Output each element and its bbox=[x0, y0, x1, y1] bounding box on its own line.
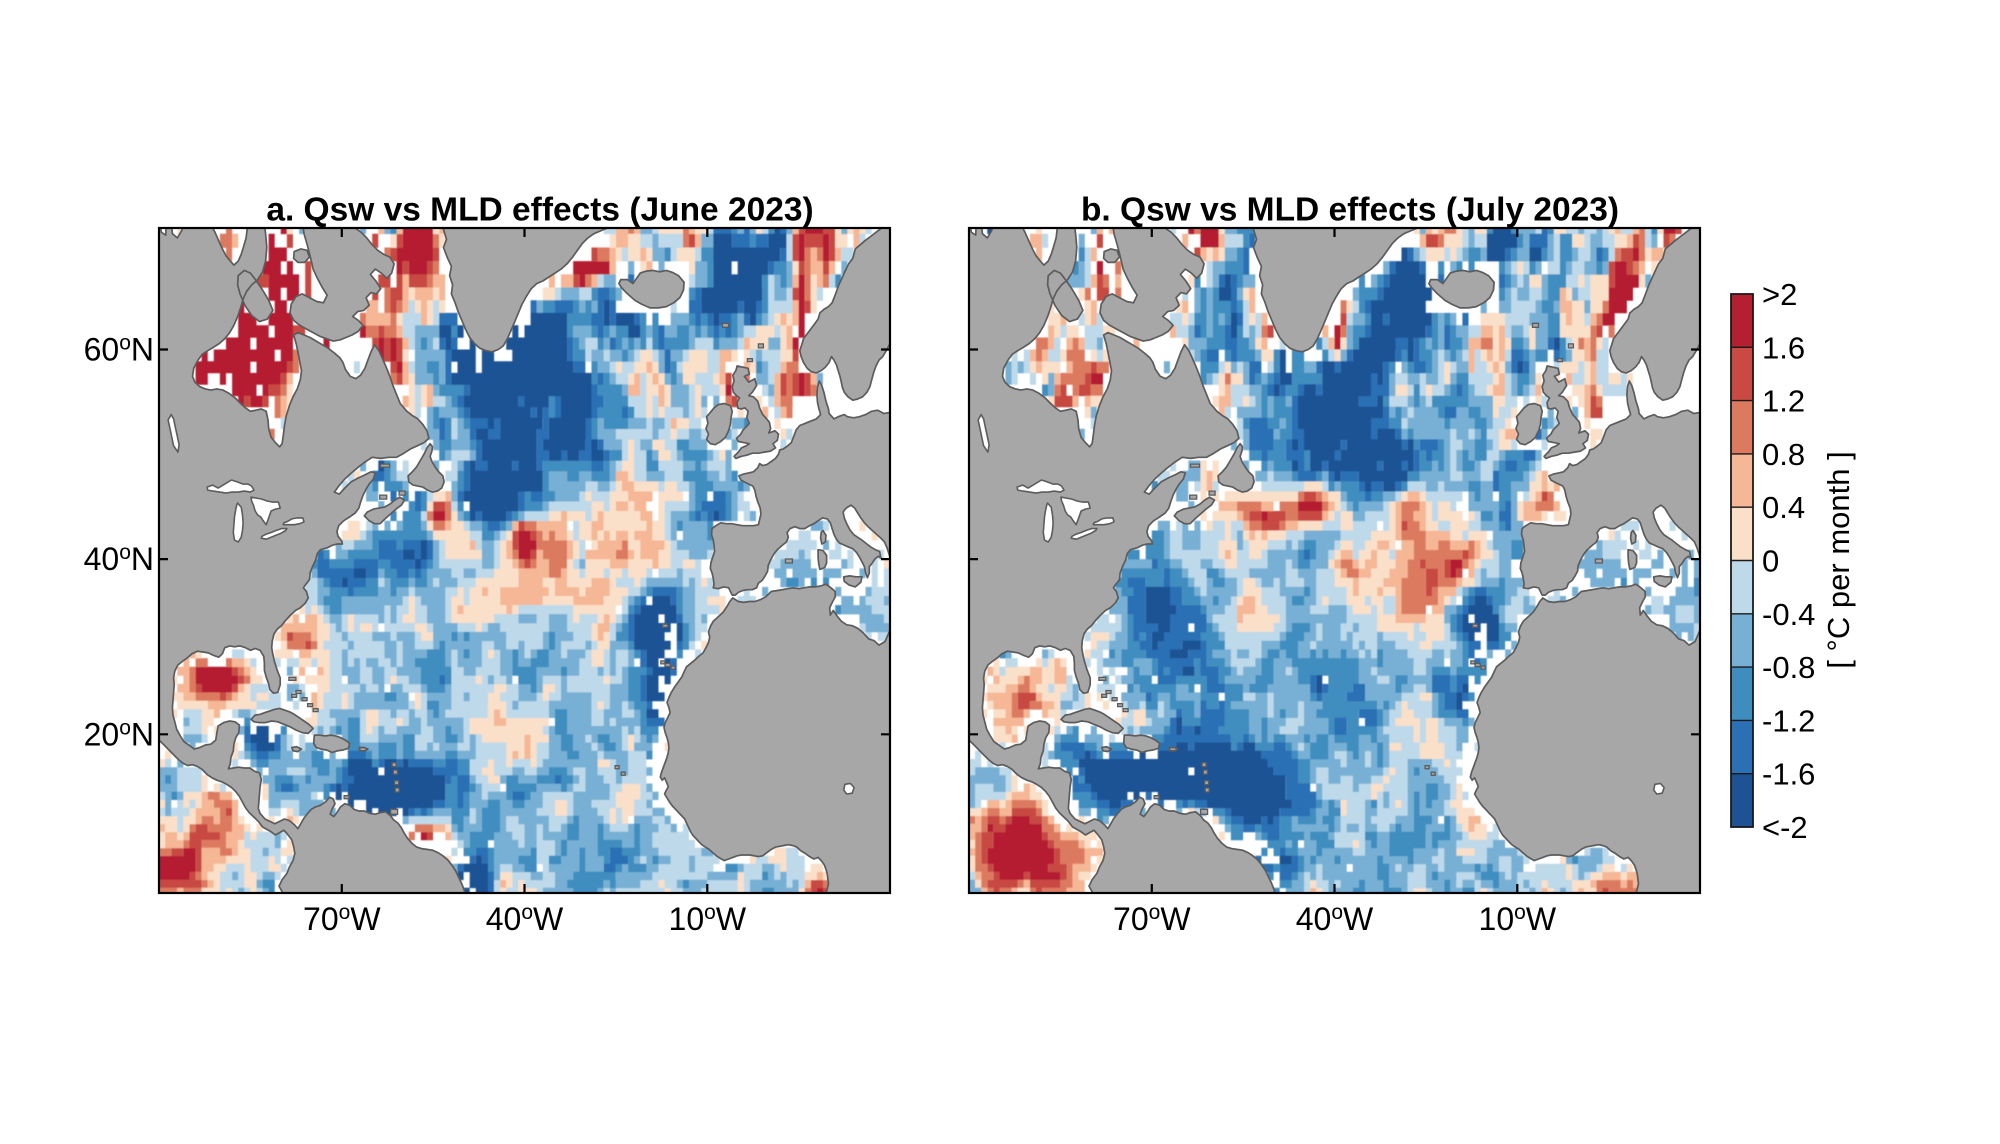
svg-text:1.2: 1.2 bbox=[1762, 384, 1805, 419]
svg-text:0.4: 0.4 bbox=[1762, 490, 1805, 525]
svg-text:-1.6: -1.6 bbox=[1762, 757, 1815, 792]
svg-text:1.6: 1.6 bbox=[1762, 330, 1805, 365]
svg-text:-0.4: -0.4 bbox=[1762, 597, 1815, 632]
svg-text:>2: >2 bbox=[1762, 277, 1797, 312]
svg-text:[ °C per month ]: [ °C per month ] bbox=[1821, 451, 1856, 668]
svg-text:70oW: 70oW bbox=[303, 901, 381, 937]
svg-text:<-2: <-2 bbox=[1762, 810, 1808, 845]
svg-text:-0.8: -0.8 bbox=[1762, 650, 1815, 685]
svg-text:40oN: 40oN bbox=[84, 541, 154, 577]
svg-text:-1.2: -1.2 bbox=[1762, 703, 1815, 738]
svg-text:0.8: 0.8 bbox=[1762, 437, 1805, 472]
svg-text:60oN: 60oN bbox=[84, 332, 154, 368]
svg-text:0: 0 bbox=[1762, 544, 1779, 579]
svg-text:b. Qsw vs MLD effects (July 20: b. Qsw vs MLD effects (July 2023) bbox=[1081, 192, 1619, 229]
svg-text:20oN: 20oN bbox=[84, 716, 154, 752]
svg-text:a. Qsw vs MLD effects (June 20: a. Qsw vs MLD effects (June 2023) bbox=[266, 192, 813, 229]
